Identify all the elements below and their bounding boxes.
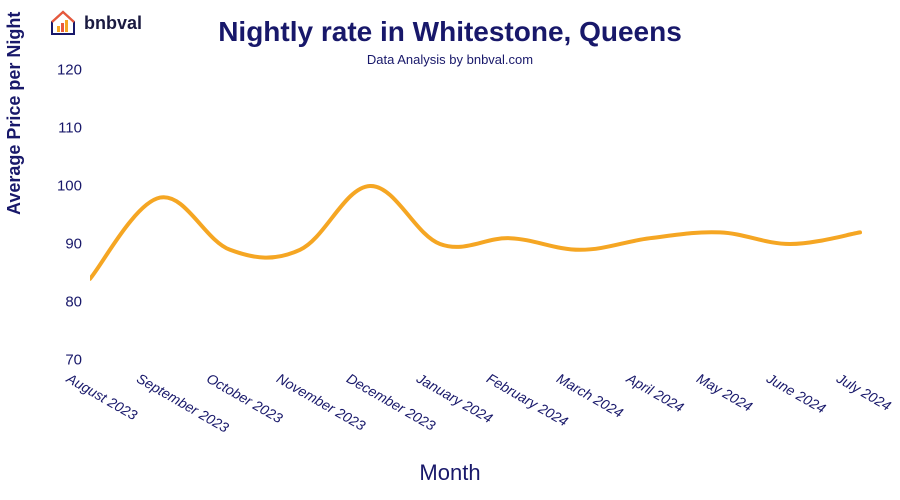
x-tick-label: August 2023 [64,370,140,423]
page: bnbval Nightly rate in Whitestone, Queen… [0,0,900,500]
x-axis-label: Month [0,460,900,486]
y-tick-label: 110 [42,120,82,137]
y-axis-label: Average Price per Night [4,12,25,215]
line-chart-svg [90,70,870,360]
chart-plot-area: 708090100110120 August 2023September 202… [90,70,870,360]
x-tick-label: June 2024 [764,370,829,417]
chart-subtitle: Data Analysis by bnbval.com [0,52,900,67]
y-tick-label: 70 [42,352,82,369]
y-tick-label: 90 [42,236,82,253]
x-tick-label: July 2024 [834,370,894,414]
chart-title: Nightly rate in Whitestone, Queens [0,16,900,48]
x-tick-label: May 2024 [694,370,755,415]
y-tick-label: 120 [42,62,82,79]
x-tick-label: April 2024 [624,370,687,415]
data-line [90,186,860,279]
y-tick-label: 80 [42,294,82,311]
y-tick-label: 100 [42,178,82,195]
